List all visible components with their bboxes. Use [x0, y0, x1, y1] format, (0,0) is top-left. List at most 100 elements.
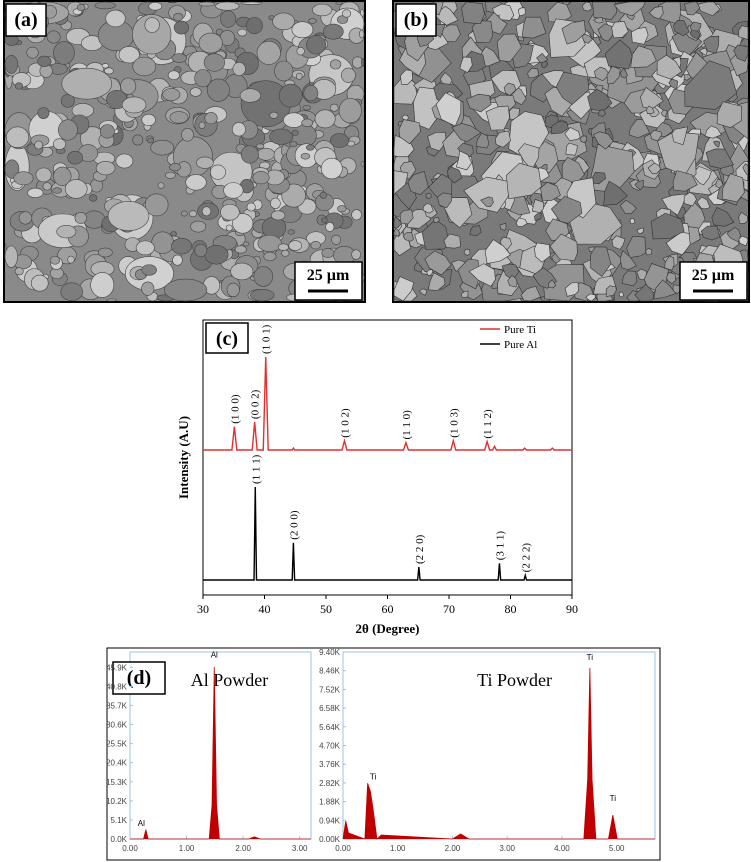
- particle: [738, 211, 748, 224]
- particle: [696, 196, 711, 210]
- chart-title: Al Powder: [191, 670, 269, 690]
- particle: [534, 242, 551, 263]
- particle: [480, 196, 494, 208]
- particle: [626, 235, 647, 258]
- particle: [314, 109, 336, 129]
- y-tick-label: 0.94K: [319, 816, 341, 825]
- particle: [163, 278, 208, 302]
- particle: [76, 3, 86, 12]
- particle: [147, 137, 154, 144]
- particle: [189, 87, 202, 97]
- y-tick-label: 5.64K: [319, 723, 341, 732]
- particle: [53, 166, 72, 186]
- particle: [716, 101, 742, 128]
- particle: [34, 140, 44, 150]
- particle: [300, 153, 311, 160]
- particle: [263, 251, 277, 262]
- x-tick-label: 2.00: [445, 844, 461, 853]
- particle: [634, 179, 644, 190]
- particle: [393, 170, 409, 196]
- particle: [630, 45, 657, 68]
- particle: [393, 216, 403, 229]
- y-tick-label: 2.82K: [319, 779, 341, 788]
- particle: [457, 258, 480, 290]
- particle: [407, 170, 429, 195]
- particle: [331, 234, 342, 245]
- particle: [253, 266, 274, 287]
- particle: [289, 141, 298, 147]
- particle: [118, 46, 140, 64]
- particle: [120, 77, 137, 95]
- particle: [37, 55, 52, 67]
- particle: [226, 282, 240, 298]
- y-tick-label: 0.00K: [319, 835, 341, 844]
- particle: [240, 145, 259, 164]
- particle: [496, 33, 522, 63]
- particle: [198, 1, 215, 7]
- particle: [277, 243, 289, 251]
- particle: [107, 201, 150, 231]
- particle: [296, 47, 305, 56]
- particle: [239, 88, 261, 103]
- particle: [393, 74, 418, 105]
- particle: [424, 250, 452, 276]
- x-tick-label: 1.00: [390, 844, 406, 853]
- particle: [527, 67, 540, 79]
- particle: [14, 82, 23, 90]
- particle: [564, 281, 579, 297]
- particle: [636, 227, 644, 234]
- particle: [74, 211, 87, 224]
- particle: [60, 93, 75, 108]
- particle: [341, 67, 356, 83]
- particle: [97, 247, 113, 258]
- x-tick-label: 5.00: [609, 844, 625, 853]
- particle: [171, 53, 187, 63]
- particle: [646, 105, 655, 115]
- peak-label: (0 0 2): [250, 389, 262, 419]
- y-tick-label: 35.7K: [106, 701, 128, 710]
- particle: [647, 162, 662, 175]
- particle: [170, 231, 177, 237]
- particle: [742, 163, 749, 177]
- particle: [337, 205, 347, 213]
- particle: [645, 247, 653, 256]
- particle: [585, 293, 596, 302]
- x-tick-label: 4.00: [554, 844, 570, 853]
- particle: [703, 35, 720, 54]
- particle: [683, 1, 701, 16]
- x-tick-label: 0.00: [335, 844, 351, 853]
- particle: [619, 249, 637, 271]
- particle: [237, 28, 248, 37]
- particle: [215, 1, 240, 11]
- particle: [555, 71, 590, 105]
- particle: [427, 272, 446, 291]
- particle: [738, 235, 749, 247]
- panel-label: (c): [216, 328, 238, 350]
- particle: [42, 182, 52, 191]
- particle: [398, 119, 421, 145]
- x-tick-label: 40: [259, 602, 271, 616]
- particle: [230, 262, 254, 281]
- particle: [684, 60, 737, 110]
- particle: [618, 291, 625, 298]
- particle: [234, 245, 247, 254]
- particle: [26, 46, 39, 59]
- particle: [550, 195, 583, 224]
- x-tick-label: 0.00: [122, 844, 138, 853]
- particle: [666, 271, 677, 284]
- label-box: [395, 3, 437, 37]
- particle: [593, 17, 604, 24]
- particle: [283, 112, 305, 128]
- y-tick-label: 1.88K: [319, 798, 341, 807]
- particle: [210, 164, 226, 180]
- particle: [351, 249, 362, 260]
- particle: [167, 1, 177, 3]
- particle: [665, 231, 691, 256]
- particle: [291, 21, 314, 39]
- particle: [30, 274, 49, 292]
- particle: [104, 67, 114, 75]
- particle: [13, 171, 34, 186]
- particle: [636, 268, 648, 281]
- particle: [321, 217, 328, 224]
- particle: [256, 147, 275, 161]
